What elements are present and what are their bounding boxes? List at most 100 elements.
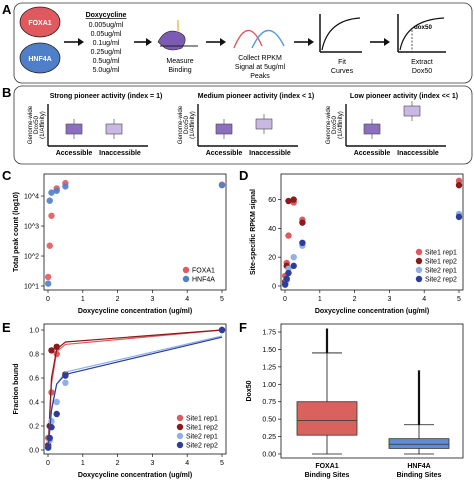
y-tick-label: 0.8 <box>29 352 39 359</box>
peaks-icon <box>233 29 285 49</box>
pioneer-panel: Medium pioneer activity (index < 1) Genom… <box>177 93 314 157</box>
data-point <box>48 189 55 196</box>
arrow-1 <box>64 38 84 46</box>
y-tick-label: 40 <box>268 226 276 233</box>
step2-line2: Binding <box>168 67 191 74</box>
y-tick-label: 10^3 <box>24 224 39 231</box>
legend-label: Site1 rep2 <box>425 259 457 266</box>
legend-label: Site1 rep1 <box>425 250 457 257</box>
data-point <box>48 347 55 354</box>
x-tick-label: 2 <box>353 296 357 303</box>
x-tick-label: 1 <box>318 296 322 303</box>
x-tick-label: 1 <box>81 460 85 467</box>
arrow-5 <box>370 38 390 46</box>
dox-level: 5.0ug/ml <box>93 67 120 74</box>
data-point <box>285 197 292 205</box>
x-tick-label: 5 <box>220 296 224 303</box>
y-tick-label: 10^2 <box>24 254 39 261</box>
data-point <box>48 212 55 219</box>
data-point <box>290 254 297 261</box>
data-point <box>48 424 55 431</box>
data-point <box>48 389 55 396</box>
panel-f-chart: F 0.00 0.25 0.50 0.75 1.00 1.25 1.50 1.75 Dox50 FO… <box>239 320 464 479</box>
data-point <box>53 398 60 406</box>
legend-marker <box>176 441 184 449</box>
x-tick-label: 0 <box>283 296 287 303</box>
y-tick-label: 10^4 <box>24 194 39 201</box>
dox-levels: 0.005ug/ml 0.05ug/ml 0.1ug/ml 0.25ug/ml … <box>89 22 124 74</box>
plot-frame <box>43 173 227 291</box>
data-point <box>290 196 297 203</box>
data-point <box>46 242 53 249</box>
panel-b-letter: B <box>2 85 11 100</box>
fit-line <box>47 329 223 451</box>
extract-dox50-icon <box>397 14 446 53</box>
y-axis-label: Fraction bound <box>13 364 20 415</box>
legend-marker <box>182 275 190 283</box>
inaccessible-box <box>255 118 273 130</box>
category-inaccessible: Inaccessible <box>397 150 439 157</box>
pioneer-title: Medium pioneer activity (index < 1) <box>198 93 315 100</box>
x-tick-label: 0 <box>46 296 50 303</box>
legend-label: Site2 rep1 <box>186 434 218 441</box>
step2-line1: Measure <box>166 58 193 65</box>
data-point <box>46 434 53 442</box>
y-tick-label: 0.0 <box>29 448 39 455</box>
data-point <box>455 213 463 221</box>
data-point <box>283 275 290 282</box>
data-point <box>53 343 60 350</box>
y-tick-label: 0.4 <box>29 400 39 407</box>
foxa1-ellipse <box>19 6 61 38</box>
y-tick-label: 0.00 <box>262 452 276 459</box>
y-tick-label: 1.00 <box>262 382 276 389</box>
plot-frame <box>43 323 227 455</box>
y-tick-label: 10^1 <box>24 284 39 291</box>
plot-frame <box>280 323 464 459</box>
fit-line <box>47 329 223 451</box>
pioneer-title: Strong pioneer activity (index = 1) <box>50 93 163 100</box>
inaccessible-box <box>403 105 421 117</box>
y-tick-label: 1.75 <box>262 330 276 337</box>
panel-letter: E <box>2 320 11 335</box>
pioneer-panel: Low pioneer activity (index << 1) Genome-… <box>325 93 458 157</box>
step4-line1: Fit <box>338 59 346 66</box>
y-tick-label: 60 <box>268 197 276 204</box>
arrow-2 <box>134 38 152 46</box>
foxa1-label: FOXA1 <box>28 20 51 27</box>
x-tick-label: 5 <box>457 296 461 303</box>
category-accessible: Accessible <box>56 150 93 157</box>
x-tick-label: 4 <box>185 460 189 467</box>
panel-d-chart: D 0 1 2 3 4 5 0 20 40 60 Doxycycline concentration … <box>239 168 464 315</box>
category-label: FOXA1 <box>315 463 338 470</box>
data-point <box>455 182 463 189</box>
data-point <box>218 182 226 189</box>
dox-level: 0.1ug/ml <box>93 40 120 47</box>
dox-title: Doxycycline <box>86 12 127 19</box>
b-ylabel: Genome-wide <box>325 105 332 144</box>
b-ylabel: (1/Affinity) <box>189 111 196 139</box>
accessible-box <box>363 123 381 135</box>
legend-marker <box>182 266 190 274</box>
data-point <box>290 262 297 270</box>
panel-letter: C <box>2 168 12 183</box>
legend-label: Site2 rep2 <box>186 443 218 450</box>
data-point <box>44 280 52 287</box>
y-tick-label: 1.50 <box>262 347 276 354</box>
x-tick-label: 0 <box>46 460 50 467</box>
panel-c-chart: C 0 1 2 3 4 5 10^1 10^4 10^3 10^2 Doxycycline conce… <box>2 168 227 315</box>
accessible-box <box>215 123 233 135</box>
legend-marker <box>415 266 423 274</box>
pioneer-panel: Strong pioneer activity (index = 1) Genom… <box>27 93 162 157</box>
y-tick-label: 0 <box>272 284 276 291</box>
x-tick-label: 4 <box>185 296 189 303</box>
panel-a-frame <box>13 2 473 84</box>
inaccessible-box <box>105 123 123 135</box>
plot-frame <box>280 173 464 291</box>
panel-a-letter: A <box>2 2 12 17</box>
step3-line3: Peaks <box>250 73 270 80</box>
b-ylabel: Dox50 <box>183 116 190 134</box>
box-body <box>388 438 450 449</box>
category-inaccessible: Inaccessible <box>249 150 291 157</box>
legend-label: Site1 rep2 <box>186 425 218 432</box>
fit-line <box>47 336 223 451</box>
